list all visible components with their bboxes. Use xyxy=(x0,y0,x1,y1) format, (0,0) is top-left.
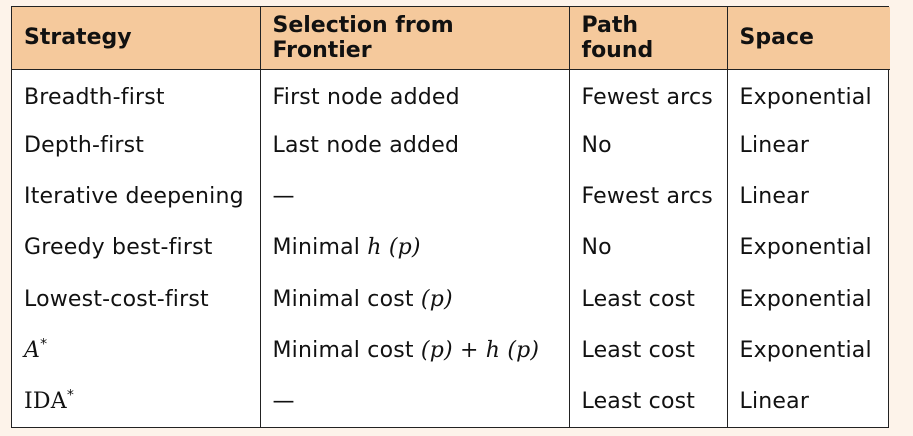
header-row: Strategy Selection from Frontier Path fo… xyxy=(12,7,890,70)
cell-path-found: No xyxy=(568,120,727,172)
cell-selection: Minimal cost (p) xyxy=(259,273,569,325)
cell-space: Linear xyxy=(726,171,890,223)
selection-prefix: Minimal cost xyxy=(272,286,421,312)
cell-space: Linear xyxy=(726,375,890,427)
cell-path-found: Least cost xyxy=(568,273,727,325)
cell-path-found: No xyxy=(568,222,727,274)
cell-strategy: A* xyxy=(12,325,260,376)
cell-space: Exponential xyxy=(726,69,890,121)
cell-selection: — xyxy=(259,375,569,427)
strategy-formula: A xyxy=(24,337,41,363)
table-row: Iterative deepening — Fewest arcs Linear xyxy=(12,171,890,223)
table-row: A* Minimal cost (p) + h (p) Least cost E… xyxy=(12,324,890,376)
header-path-found: Path found xyxy=(568,7,727,70)
selection-formula: (p) xyxy=(420,286,453,312)
cell-strategy: IDA* xyxy=(12,376,260,427)
cell-path-found: Least cost xyxy=(568,324,727,376)
cell-selection: Last node added xyxy=(259,120,569,172)
strategy-superscript: * xyxy=(40,336,48,353)
cell-strategy: Iterative deepening xyxy=(24,184,244,210)
header-strategy: Strategy xyxy=(12,7,260,70)
cell-selection: Minimal cost (p) + h (p) xyxy=(259,324,569,376)
cell-strategy: Lowest-cost-first xyxy=(24,286,209,312)
table-row: IDA* — Least cost Linear xyxy=(12,375,890,427)
cell-path-found: Fewest arcs xyxy=(568,171,727,223)
header-space: Space xyxy=(726,7,890,70)
selection-prefix: Minimal cost xyxy=(272,337,421,363)
search-strategies-table-container: Strategy Selection from Frontier Path fo… xyxy=(11,6,890,428)
cell-strategy: Greedy best-first xyxy=(24,235,213,261)
cell-space: Exponential xyxy=(726,222,890,274)
table-row: Breadth-first First node added Fewest ar… xyxy=(12,69,890,121)
strategy-superscript: * xyxy=(66,387,75,404)
header-selection: Selection from Frontier xyxy=(259,7,569,70)
cell-path-found: Least cost xyxy=(568,375,727,427)
cell-strategy: Depth-first xyxy=(24,133,145,159)
selection-prefix: Minimal xyxy=(272,235,368,261)
cell-selection: Minimal h (p) xyxy=(259,222,569,274)
cell-space: Exponential xyxy=(726,324,890,376)
table-row: Depth-first Last node added No Linear xyxy=(12,120,890,172)
selection-formula: h (p) xyxy=(367,235,421,261)
table-row: Lowest-cost-first Minimal cost (p) Least… xyxy=(12,273,890,325)
cell-space: Exponential xyxy=(726,273,890,325)
cell-strategy: Breadth-first xyxy=(24,85,165,111)
cell-path-found: Fewest arcs xyxy=(568,69,727,121)
search-strategies-table: Strategy Selection from Frontier Path fo… xyxy=(12,7,890,427)
cell-space: Linear xyxy=(726,120,890,172)
table-row: Greedy best-first Minimal h (p) No Expon… xyxy=(12,222,890,274)
strategy-formula: IDA xyxy=(24,388,67,414)
cell-selection: — xyxy=(259,171,569,223)
cell-selection: First node added xyxy=(259,69,569,121)
selection-formula: (p) + h (p) xyxy=(420,337,540,363)
